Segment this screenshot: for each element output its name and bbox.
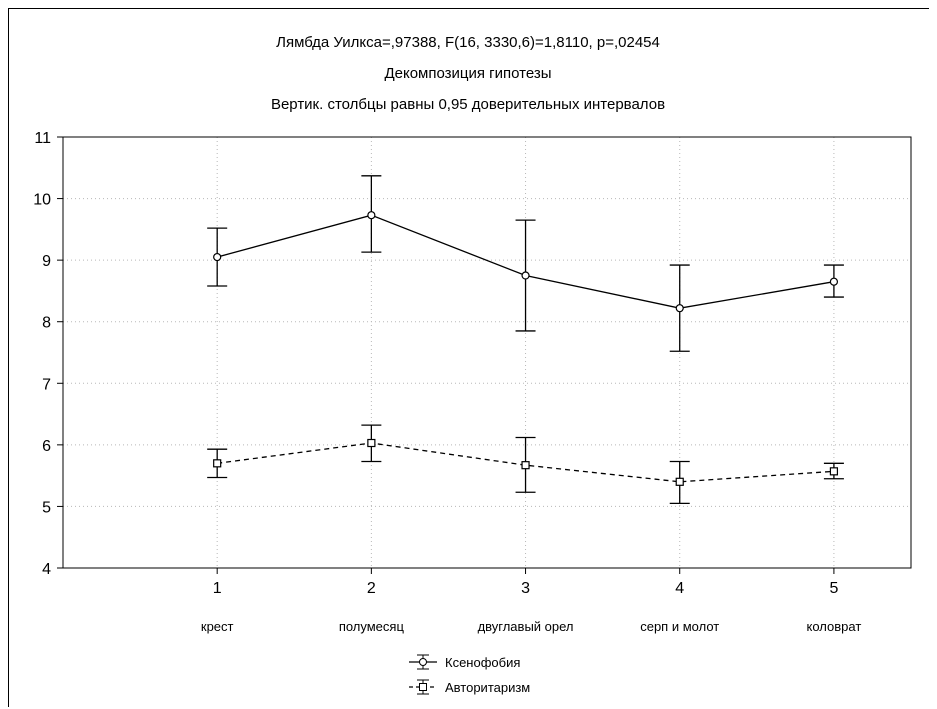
data-point — [367, 211, 376, 220]
data-point — [829, 277, 839, 286]
data-point — [213, 252, 222, 262]
y-tick-label: 4 — [42, 561, 51, 578]
data-point — [521, 271, 530, 280]
data-point — [675, 304, 684, 313]
chart-title-line: Декомпозиция гипотезы — [384, 65, 551, 82]
x-category-label: серп и молот — [640, 619, 719, 634]
y-tick-label: 7 — [42, 376, 51, 393]
data-point — [367, 438, 376, 448]
legend-label: Ксенофобия — [445, 655, 520, 670]
data-point — [675, 477, 684, 486]
x-tick-label: 2 — [367, 580, 376, 597]
legend-marker — [419, 658, 427, 666]
data-point — [521, 461, 530, 470]
y-tick-label: 10 — [33, 192, 51, 209]
y-tick-label: 9 — [42, 253, 51, 270]
x-tick-label: 5 — [829, 580, 838, 597]
x-category-label: полумесяц — [339, 619, 405, 634]
x-tick-label: 1 — [213, 580, 222, 597]
x-category-label: крест — [201, 619, 234, 634]
chart-title-line: Вертик. столбцы равны 0,95 доверительных… — [271, 96, 665, 113]
y-tick-label: 5 — [42, 499, 51, 516]
x-tick-label: 4 — [675, 580, 684, 597]
y-tick-label: 11 — [34, 130, 51, 147]
x-category-label: коловрат — [807, 619, 862, 634]
chart-title-line: Лямбда Уилкса=,97388, F(16, 3330,6)=1,81… — [276, 34, 660, 51]
x-category-label: двуглавый орел — [478, 619, 574, 634]
legend-label: Авторитаризм — [445, 680, 530, 695]
x-tick-label: 3 — [521, 580, 530, 597]
y-tick-label: 8 — [42, 315, 51, 332]
legend-marker — [419, 683, 427, 691]
chart-frame — [8, 8, 929, 707]
series-line — [217, 442, 834, 483]
plot-area — [62, 136, 912, 569]
y-tick-label: 6 — [42, 438, 51, 455]
data-point — [829, 467, 839, 476]
data-point — [213, 459, 222, 468]
